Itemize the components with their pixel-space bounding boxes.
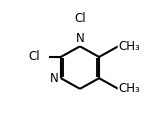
Text: CH₃: CH₃ xyxy=(118,40,140,53)
Text: N: N xyxy=(50,72,59,85)
Text: N: N xyxy=(76,32,84,45)
Text: Cl: Cl xyxy=(28,50,40,63)
Text: Cl: Cl xyxy=(74,12,86,25)
Text: CH₃: CH₃ xyxy=(118,82,140,95)
